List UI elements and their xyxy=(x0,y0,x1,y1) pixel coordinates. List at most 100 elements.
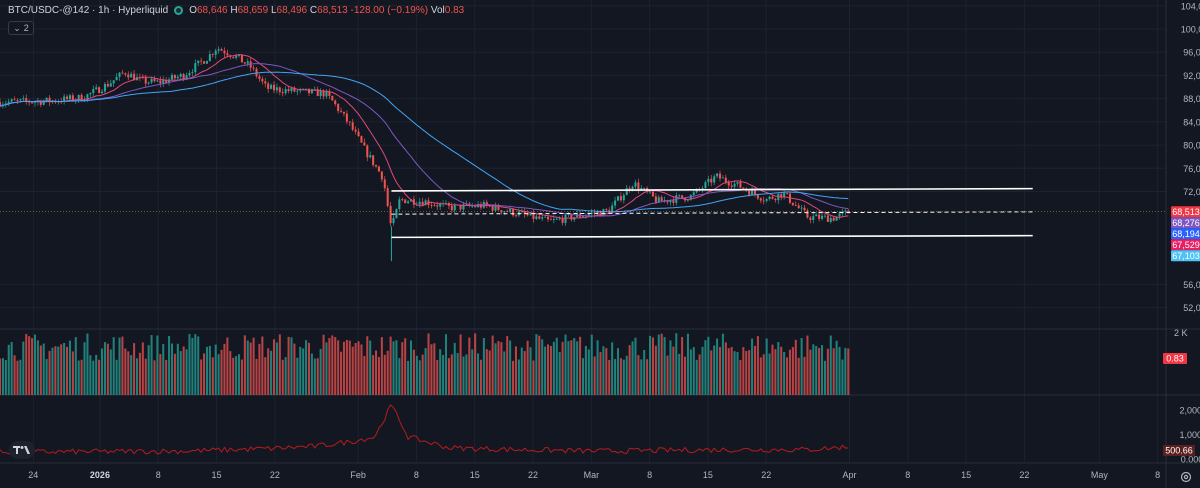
volume-bar xyxy=(232,357,235,395)
volume-bar xyxy=(497,341,500,395)
candle xyxy=(514,212,517,218)
candle xyxy=(31,101,34,104)
volume-bar xyxy=(141,342,144,395)
volume-bar xyxy=(727,348,730,395)
volume-bar xyxy=(342,341,345,395)
volume-bar xyxy=(453,342,456,395)
price-pane[interactable] xyxy=(0,46,1166,262)
volume-bar xyxy=(841,359,844,395)
volume-bar xyxy=(173,353,176,395)
collapse-indicators-button[interactable]: ⌄ 2 xyxy=(8,21,34,35)
volume-bar xyxy=(409,340,413,395)
candle xyxy=(7,98,10,106)
candle xyxy=(366,144,369,162)
volume-bar xyxy=(605,348,608,395)
candle xyxy=(10,98,13,104)
volume-bar xyxy=(185,349,188,395)
volume-bar xyxy=(707,336,710,395)
volume-bar xyxy=(313,358,316,395)
time-tick-label: 22 xyxy=(1019,470,1029,480)
volume-bar xyxy=(264,357,267,395)
volume-bar xyxy=(663,337,666,395)
volume-bar xyxy=(57,346,60,395)
volume-bar xyxy=(829,335,832,395)
candle xyxy=(447,201,450,210)
volume-bar xyxy=(150,335,153,395)
candle xyxy=(220,47,223,51)
candle xyxy=(786,192,789,195)
gear-icon[interactable] xyxy=(1180,471,1192,483)
volume-bar xyxy=(821,345,824,395)
volume-bar xyxy=(354,343,357,395)
candle xyxy=(660,195,663,202)
price-marker: 68,513 xyxy=(1171,206,1200,218)
volume-bar xyxy=(581,358,585,395)
volume-bar xyxy=(16,360,19,395)
volume-bar xyxy=(194,334,197,395)
candle xyxy=(844,209,847,216)
volume-bar xyxy=(383,354,386,395)
volume-bar xyxy=(695,359,698,395)
price-tick-label: 80,000 xyxy=(1183,141,1200,151)
volume-bar xyxy=(238,354,241,395)
candle xyxy=(450,202,453,214)
candle xyxy=(243,62,246,65)
candle xyxy=(214,48,217,59)
volume-bar xyxy=(153,360,156,395)
candle xyxy=(791,202,794,206)
volume-bar xyxy=(651,337,654,395)
volume-bar xyxy=(0,358,2,395)
time-tick-label: 8 xyxy=(156,470,161,480)
volume-bar xyxy=(847,348,850,395)
volume-bar xyxy=(526,340,529,395)
volume-bar xyxy=(482,338,485,395)
volume-bar xyxy=(485,349,488,395)
chart-legend: BTC/USDC-@142 · 1h · Hyperliquid O68,646… xyxy=(8,5,464,16)
candle xyxy=(270,83,273,90)
volume-bar xyxy=(328,338,331,395)
candle xyxy=(718,170,722,182)
volume-tick-label: 2 K xyxy=(1174,328,1188,338)
volume-bar xyxy=(220,349,223,395)
candle xyxy=(275,83,278,94)
volume-bar xyxy=(203,353,206,395)
volume-bar xyxy=(614,359,617,395)
candle xyxy=(512,207,515,218)
volume-bar xyxy=(33,334,37,395)
time-tick-label: 8 xyxy=(905,470,910,480)
candle xyxy=(407,200,410,204)
volume-bar xyxy=(77,360,80,395)
volume-bar xyxy=(375,350,378,395)
volume-bar xyxy=(625,355,628,395)
volume-bar xyxy=(392,341,395,395)
candle xyxy=(331,95,334,101)
volume-bar xyxy=(535,334,538,395)
volume-bar xyxy=(538,335,541,395)
volume-bar xyxy=(48,350,51,395)
volume-bar xyxy=(474,333,477,395)
candle xyxy=(678,194,681,199)
candle xyxy=(800,204,803,212)
volume-bar xyxy=(576,341,579,395)
volume-bar xyxy=(310,353,313,395)
volume-bar xyxy=(477,353,480,395)
volume-bar xyxy=(698,354,701,395)
price-tick-label: 100,000 xyxy=(1181,25,1200,35)
volume-bar xyxy=(60,344,63,395)
price-tick-label: 52,000 xyxy=(1183,303,1200,313)
volume-bar xyxy=(555,337,558,395)
candle xyxy=(337,103,340,114)
symbol-title[interactable]: BTC/USDC-@142 · 1h · Hyperliquid xyxy=(8,5,169,16)
candle xyxy=(101,89,104,94)
candle xyxy=(328,88,331,99)
tradingview-logo-icon[interactable] xyxy=(9,441,35,459)
volume-bar xyxy=(590,334,593,395)
volume-bar xyxy=(25,333,28,395)
candle xyxy=(733,180,736,191)
candle xyxy=(305,88,308,90)
volume-bar xyxy=(681,337,684,395)
moving-average-slow xyxy=(0,71,849,213)
volume-bar xyxy=(337,340,340,395)
